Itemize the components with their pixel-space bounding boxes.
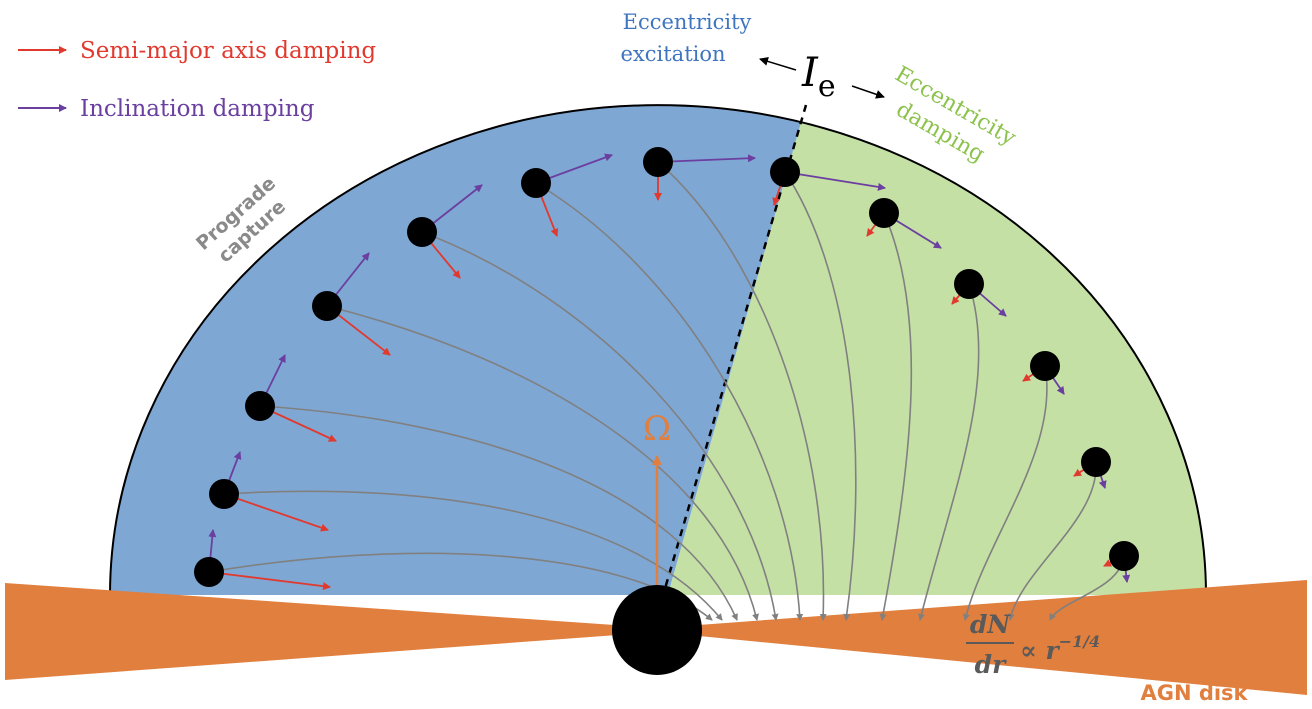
star [770,157,800,187]
star [1109,541,1139,571]
damping-region [658,105,1206,595]
legend-semi-major-label: Semi-major axis damping [80,38,376,64]
star [407,217,437,247]
trajectory [879,212,913,621]
agn-disk [5,580,1307,695]
star [1030,351,1060,381]
formula-numerator: dN [970,610,1011,639]
trajectory [326,305,759,621]
trajectory [963,365,1048,621]
critical-left-arrow [759,57,797,71]
legend-inclination-label: Inclination damping [80,96,315,122]
semicircle-outline [109,104,1207,596]
trajectory [784,171,857,621]
critical-right-arrow [851,85,885,99]
trajectory [918,283,980,621]
trajectory [657,161,827,621]
trajectory [421,231,779,621]
semi-major-arrow [208,571,331,591]
formula-rest: ∝ r−1/4 [1020,632,1100,665]
inclination-arrow [784,171,886,191]
trajectory [223,490,723,621]
stars [194,147,1139,587]
formula-denominator: dr [975,650,1007,679]
semi-major-arrow [223,493,329,532]
excitation-label-line2: excitation [620,42,725,66]
star [521,168,551,198]
excitation-label-line1: Eccentricity [623,10,752,34]
star [869,198,899,228]
omega-symbol: Ω [643,409,671,449]
star [1081,447,1111,477]
star [209,479,239,509]
trajectory [259,405,738,621]
critical-inclination-symbol: Ie [801,50,836,104]
star [954,269,984,299]
distribution-formula: dN dr ∝ r−1/4 [966,610,1100,679]
star [245,391,275,421]
inclination-arrow [657,154,756,163]
star [643,147,673,177]
trajectory [535,182,804,621]
agn-disk-label: AGN disk [1140,681,1248,705]
trajectory [1007,461,1097,621]
central-black-hole [612,585,702,675]
star [194,557,224,587]
legend: Semi-major axis damping Inclination damp… [18,38,376,122]
star [312,291,342,321]
